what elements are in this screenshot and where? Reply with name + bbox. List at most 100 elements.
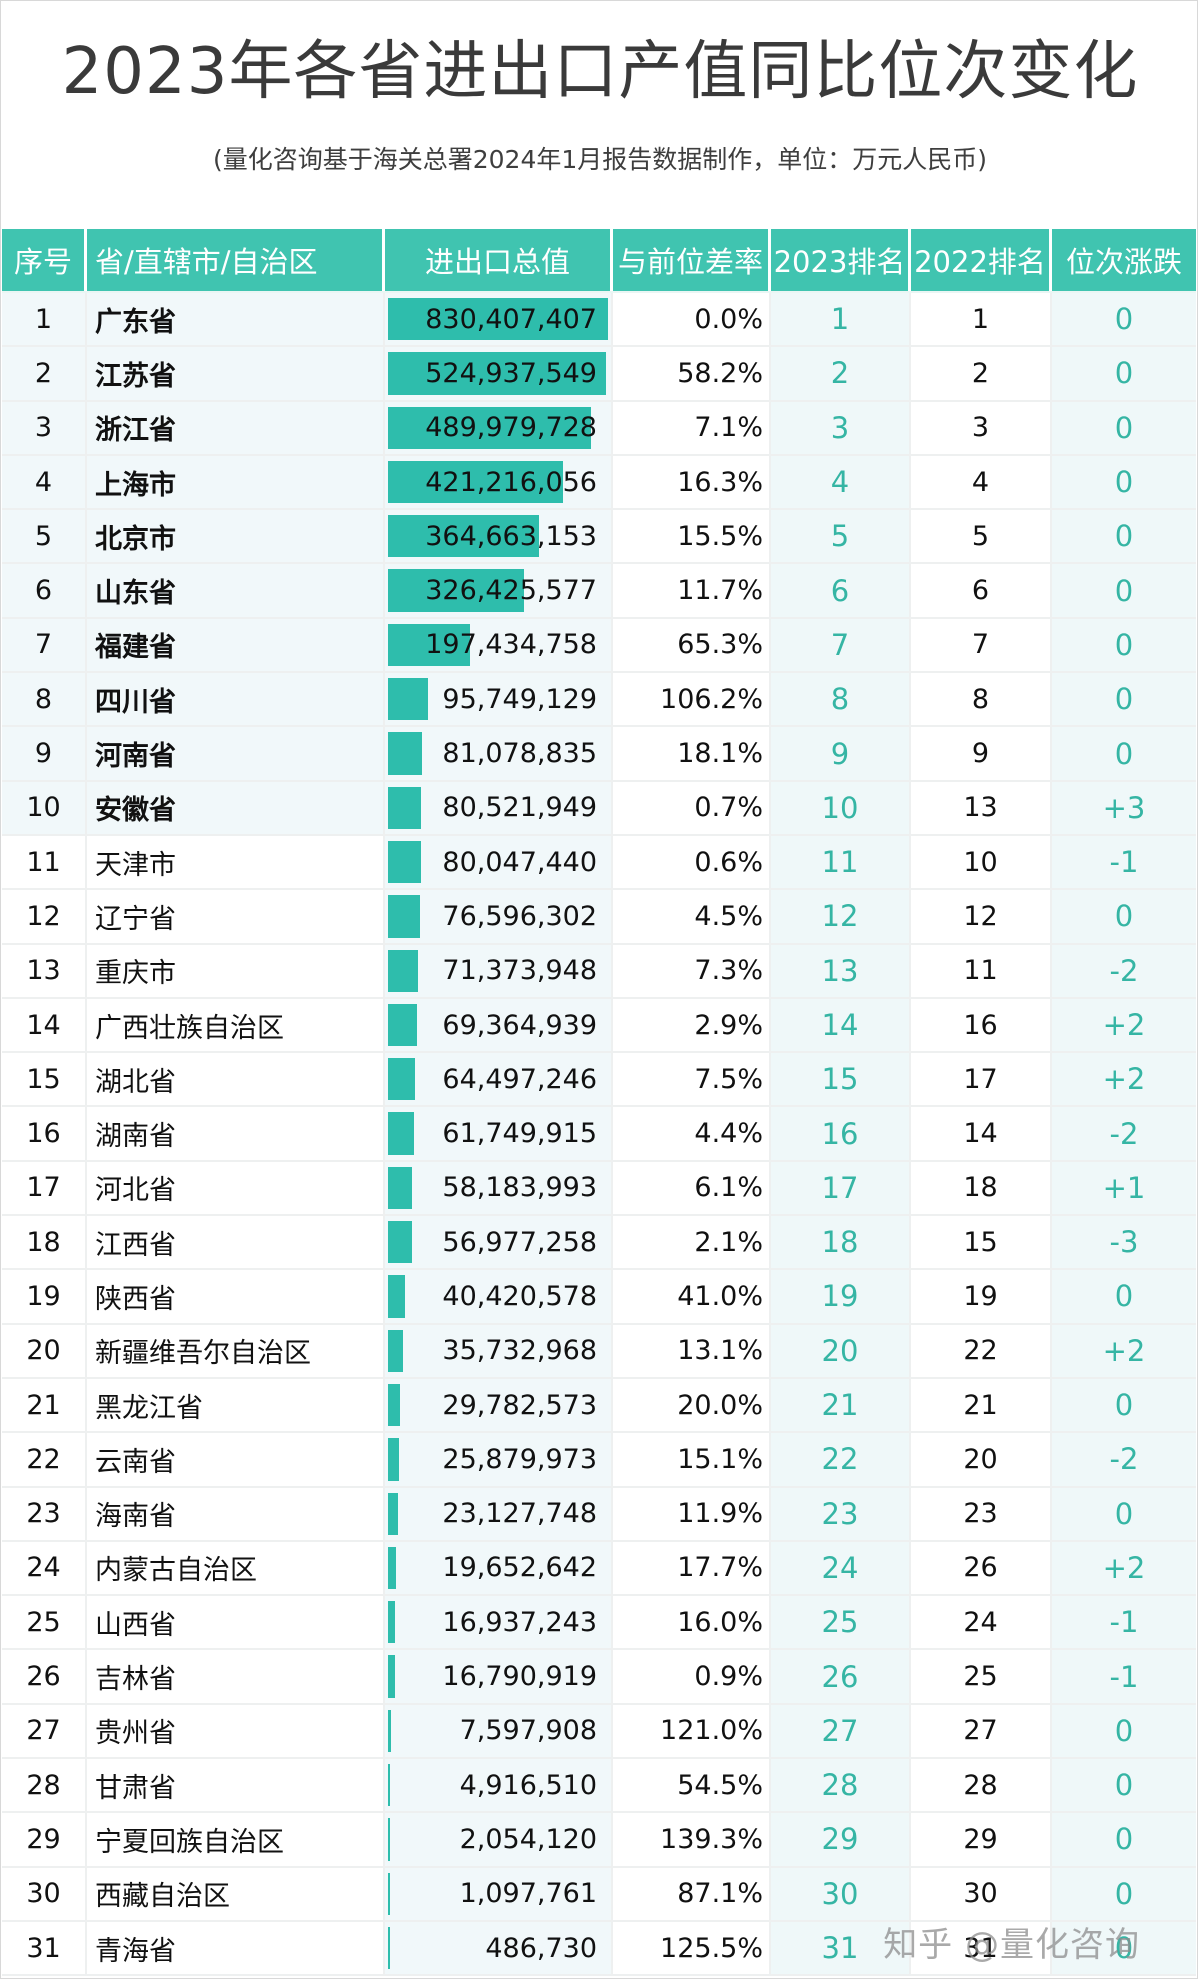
rank-change: 0 — [1052, 401, 1196, 454]
value-bar — [388, 352, 606, 395]
rank-2023: 8 — [771, 673, 911, 726]
value-bar — [388, 1926, 390, 1970]
table-row: 28 甘肃省 4,916,510 54.5% 28 28 0 — [2, 1759, 1196, 1814]
rank-2022: 17 — [911, 1053, 1052, 1106]
rank-change: 0 — [1052, 564, 1196, 617]
row-index: 14 — [2, 998, 87, 1052]
total-value-cell: 364,663,153 — [385, 510, 613, 563]
rank-2022: 22 — [911, 1324, 1052, 1377]
rank-change: -1 — [1052, 1650, 1196, 1703]
province-name: 湖南省 — [87, 1107, 385, 1160]
province-name: 山西省 — [87, 1596, 385, 1649]
total-value-cell: 80,047,440 — [385, 835, 613, 889]
rank-2022: 3 — [911, 401, 1052, 454]
rank-2022: 21 — [911, 1378, 1052, 1432]
row-index: 7 — [2, 618, 87, 672]
rank-2023: 17 — [771, 1161, 911, 1215]
rank-2022: 10 — [911, 835, 1052, 889]
header-index: 序号 — [2, 229, 87, 291]
table-row: 8 四川省 95,749,129 106.2% 8 8 0 — [2, 673, 1196, 728]
rank-2023: 16 — [771, 1107, 911, 1160]
value-bar — [388, 949, 418, 992]
header-gap-rate: 与前位差率 — [613, 229, 771, 291]
header-total-value: 进出口总值 — [385, 229, 613, 291]
rank-change: -2 — [1052, 944, 1196, 997]
row-index: 29 — [2, 1813, 87, 1866]
province-name: 重庆市 — [87, 944, 385, 997]
province-name: 北京市 — [87, 510, 385, 563]
gap-rate: 16.3% — [613, 455, 771, 509]
rank-2023: 25 — [771, 1596, 911, 1649]
gap-rate: 2.1% — [613, 1216, 771, 1269]
rank-2023: 20 — [771, 1324, 911, 1377]
table-row: 15 湖北省 64,497,246 7.5% 15 17 +2 — [2, 1053, 1196, 1108]
total-value: 421,216,056 — [425, 466, 597, 498]
total-value: 19,652,642 — [442, 1552, 597, 1584]
province-name: 安徽省 — [87, 781, 385, 834]
table-row: 27 贵州省 7,597,908 121.0% 27 27 0 — [2, 1704, 1196, 1760]
rank-change: 0 — [1052, 1378, 1196, 1432]
rank-2022: 18 — [911, 1161, 1052, 1215]
total-value: 40,420,578 — [442, 1280, 597, 1312]
value-bar — [388, 623, 470, 667]
page-title: 2023年各省进出口产值同比位次变化 — [61, 35, 1139, 109]
rank-change: 0 — [1052, 1921, 1196, 1975]
rank-2023: 11 — [771, 835, 911, 889]
province-name: 宁夏回族自治区 — [87, 1813, 385, 1866]
rank-2023: 6 — [771, 564, 911, 617]
rank-2023: 27 — [771, 1704, 911, 1758]
total-value: 71,373,948 — [442, 955, 597, 987]
gap-rate: 4.4% — [613, 1107, 771, 1160]
rank-2022: 5 — [911, 510, 1052, 563]
gap-rate: 15.5% — [613, 510, 771, 563]
rank-2023: 5 — [771, 510, 911, 563]
rank-2022: 23 — [911, 1487, 1052, 1540]
total-value: 23,127,748 — [442, 1498, 597, 1530]
table-row: 17 河北省 58,183,993 6.1% 17 18 +1 — [2, 1161, 1196, 1217]
rank-2023: 13 — [771, 944, 911, 997]
table-row: 20 新疆维吾尔自治区 35,732,968 13.1% 20 22 +2 — [2, 1324, 1196, 1379]
rank-2022: 11 — [911, 944, 1052, 997]
gap-rate: 121.0% — [613, 1704, 771, 1758]
total-value-cell: 16,790,919 — [385, 1650, 613, 1703]
total-value: 80,521,949 — [442, 792, 597, 824]
value-bar — [388, 1492, 398, 1535]
province-name: 新疆维吾尔自治区 — [87, 1324, 385, 1377]
rank-2022: 24 — [911, 1596, 1052, 1649]
table-row: 21 黑龙江省 29,782,573 20.0% 21 21 0 — [2, 1378, 1196, 1434]
total-value: 1,097,761 — [459, 1878, 597, 1910]
province-name: 上海市 — [87, 455, 385, 509]
total-value-cell: 486,730 — [385, 1921, 613, 1975]
rank-2023: 10 — [771, 781, 911, 834]
total-value-cell: 16,937,243 — [385, 1596, 613, 1649]
value-bar — [388, 1275, 405, 1318]
table-row: 16 湖南省 61,749,915 4.4% 16 14 -2 — [2, 1107, 1196, 1162]
province-name: 福建省 — [87, 618, 385, 672]
rank-change: 0 — [1052, 727, 1196, 780]
gap-rate: 0.7% — [613, 781, 771, 834]
gap-rate: 20.0% — [613, 1378, 771, 1432]
gap-rate: 15.1% — [613, 1433, 771, 1486]
rank-2023: 2 — [771, 347, 911, 400]
table-row: 19 陕西省 40,420,578 41.0% 19 19 0 — [2, 1270, 1196, 1325]
total-value-cell: 56,977,258 — [385, 1216, 613, 1269]
rank-2023: 19 — [771, 1270, 911, 1323]
value-bar — [388, 1764, 390, 1807]
row-index: 18 — [2, 1216, 87, 1269]
province-name: 河南省 — [87, 727, 385, 780]
gap-rate: 16.0% — [613, 1596, 771, 1649]
rank-change: 0 — [1052, 1270, 1196, 1323]
rank-change: +2 — [1052, 998, 1196, 1052]
rank-change: +2 — [1052, 1053, 1196, 1106]
total-value: 64,497,246 — [442, 1063, 597, 1095]
value-bar — [388, 1709, 392, 1753]
row-index: 8 — [2, 673, 87, 726]
row-index: 13 — [2, 944, 87, 997]
rank-change: +2 — [1052, 1541, 1196, 1595]
total-value: 16,790,919 — [442, 1661, 597, 1693]
rank-2023: 21 — [771, 1378, 911, 1432]
rank-change: +3 — [1052, 781, 1196, 834]
rank-2022: 13 — [911, 781, 1052, 834]
total-value-cell: 80,521,949 — [385, 781, 613, 834]
province-name: 贵州省 — [87, 1704, 385, 1758]
